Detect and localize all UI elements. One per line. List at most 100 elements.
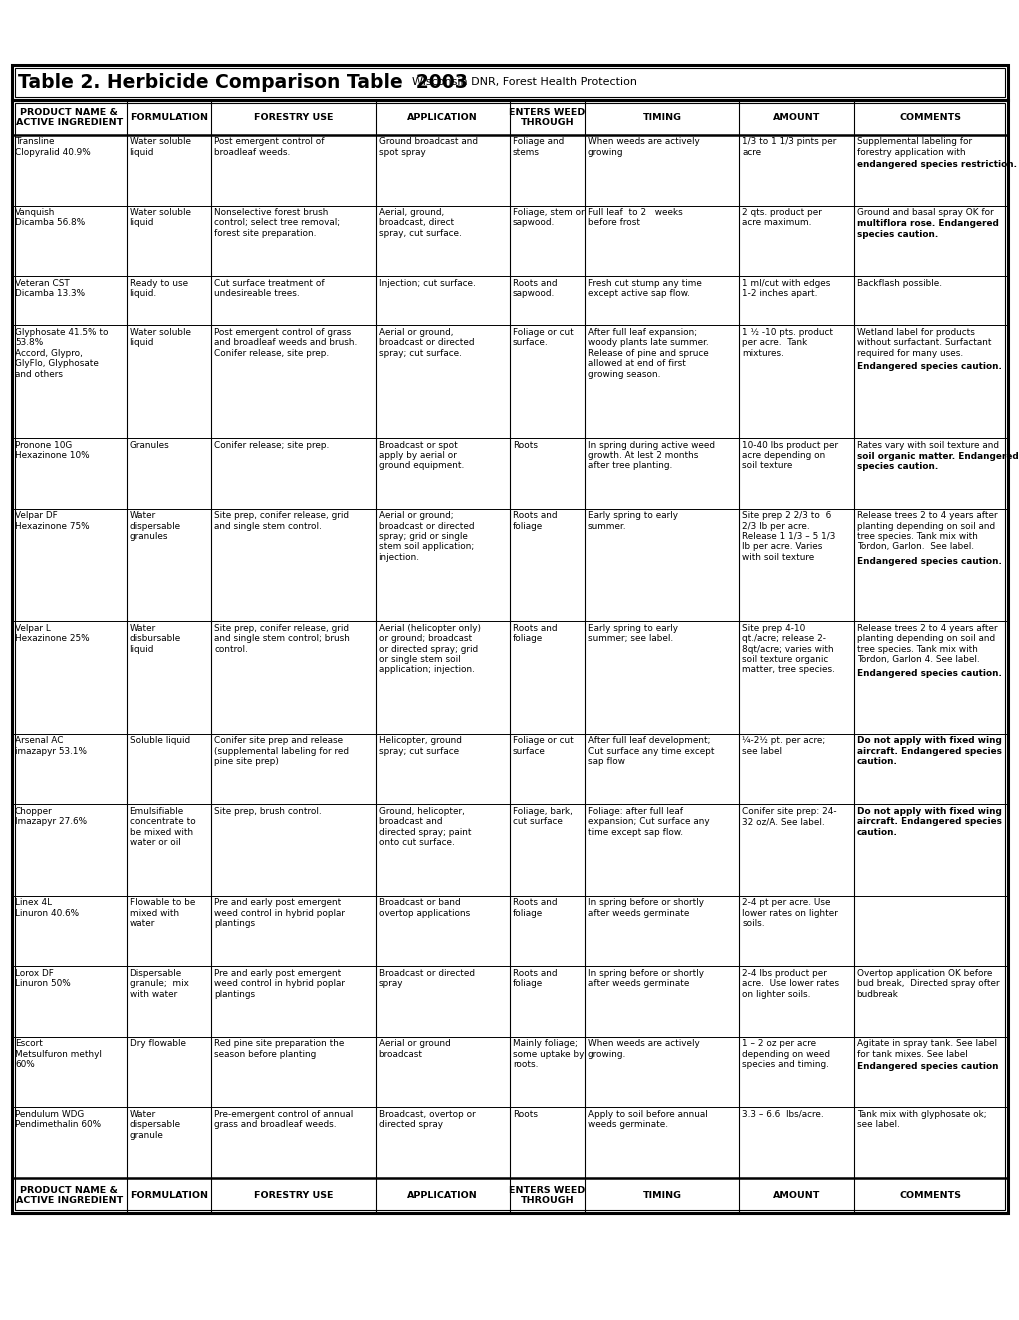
Text: 2 qts. product per
acre maximum.: 2 qts. product per acre maximum.: [742, 209, 821, 227]
Text: Transline
Clopyralid 40.9%: Transline Clopyralid 40.9%: [15, 137, 91, 157]
Text: soil organic matter. Endangered
species caution.: soil organic matter. Endangered species …: [856, 451, 1017, 471]
Text: Early spring to early
summer.: Early spring to early summer.: [587, 511, 677, 531]
Text: APPLICATION: APPLICATION: [407, 1191, 478, 1200]
Text: Roots and
sapwood.: Roots and sapwood.: [513, 279, 557, 298]
Text: Roots and
foliage: Roots and foliage: [513, 624, 557, 643]
Text: Apply to soil before annual
weeds germinate.: Apply to soil before annual weeds germin…: [587, 1110, 707, 1130]
Text: Arsenal AC
imazapyr 53.1%: Arsenal AC imazapyr 53.1%: [15, 737, 87, 756]
Text: Release trees 2 to 4 years after
planting depending on soil and
tree species. Ta: Release trees 2 to 4 years after plantin…: [856, 511, 997, 552]
Text: Site prep 4-10
qt./acre; release 2-
8qt/acre; varies with
soil texture organic
m: Site prep 4-10 qt./acre; release 2- 8qt/…: [742, 624, 835, 675]
Text: Foliage, stem or
sapwood.: Foliage, stem or sapwood.: [513, 209, 584, 227]
Text: Roots and
foliage: Roots and foliage: [513, 899, 557, 917]
Text: Early spring to early
summer; see label.: Early spring to early summer; see label.: [587, 624, 677, 643]
Text: Fresh cut stump any time
except active sap flow.: Fresh cut stump any time except active s…: [587, 279, 701, 298]
Bar: [15, 103, 1004, 1210]
Text: FORMULATION: FORMULATION: [129, 1191, 208, 1200]
Text: Post emergent control of grass
and broadleaf weeds and brush.
Conifer release, s: Post emergent control of grass and broad…: [214, 327, 357, 358]
Text: Conifer site prep and release
(supplemental labeling for red
pine site prep): Conifer site prep and release (supplemen…: [214, 737, 348, 766]
Text: AMOUNT: AMOUNT: [772, 114, 819, 121]
Text: Endangered species caution.: Endangered species caution.: [856, 669, 1001, 678]
Text: FORMULATION: FORMULATION: [129, 114, 208, 121]
Text: 3.3 – 6.6  lbs/acre.: 3.3 – 6.6 lbs/acre.: [742, 1110, 823, 1119]
Text: Site prep, brush control.: Site prep, brush control.: [214, 807, 322, 816]
Text: Pre and early post emergent
weed control in hybrid poplar
plantings: Pre and early post emergent weed control…: [214, 899, 344, 928]
Text: Red pine site preparation the
season before planting: Red pine site preparation the season bef…: [214, 1039, 344, 1059]
Text: Escort
Metsulfuron methyl
60%: Escort Metsulfuron methyl 60%: [15, 1039, 102, 1069]
Text: Velpar L
Hexazinone 25%: Velpar L Hexazinone 25%: [15, 624, 90, 643]
Text: Aerial (helicopter only)
or ground; broadcast
or directed spray; grid
or single : Aerial (helicopter only) or ground; broa…: [378, 624, 480, 675]
Text: Velpar DF
Hexazinone 75%: Velpar DF Hexazinone 75%: [15, 511, 90, 531]
Text: ¼-2½ pt. per acre;
see label: ¼-2½ pt. per acre; see label: [742, 737, 824, 756]
Text: Cut surface treatment of
undesireable trees.: Cut surface treatment of undesireable tr…: [214, 279, 324, 298]
Text: Veteran CST
Dicamba 13.3%: Veteran CST Dicamba 13.3%: [15, 279, 85, 298]
Text: 1 – 2 oz per acre
depending on weed
species and timing.: 1 – 2 oz per acre depending on weed spec…: [742, 1039, 829, 1069]
Text: Aerial or ground;
broadcast or directed
spray; grid or single
stem soil applicat: Aerial or ground; broadcast or directed …: [378, 511, 474, 562]
Text: COMMENTS: COMMENTS: [899, 1191, 961, 1200]
Text: Endangered species caution.: Endangered species caution.: [856, 557, 1001, 566]
Text: Foliage or cut
surface: Foliage or cut surface: [513, 737, 573, 756]
Text: Flowable to be
mixed with
water: Flowable to be mixed with water: [129, 899, 195, 928]
Text: Foliage, bark,
cut surface: Foliage, bark, cut surface: [513, 807, 573, 826]
Text: 10-40 lbs product per
acre depending on
soil texture: 10-40 lbs product per acre depending on …: [742, 441, 838, 470]
Text: 1 ½ -10 pts. product
per acre.  Tank
mixtures.: 1 ½ -10 pts. product per acre. Tank mixt…: [742, 327, 833, 358]
Text: COMMENTS: COMMENTS: [899, 114, 961, 121]
Text: 1 ml/cut with edges
1-2 inches apart.: 1 ml/cut with edges 1-2 inches apart.: [742, 279, 829, 298]
Text: Release trees 2 to 4 years after
planting depending on soil and
tree species. Ta: Release trees 2 to 4 years after plantin…: [856, 624, 997, 664]
Text: Water soluble
liquid: Water soluble liquid: [129, 209, 191, 227]
Text: Vanquish
Dicamba 56.8%: Vanquish Dicamba 56.8%: [15, 209, 86, 227]
Text: In spring before or shortly
after weeds germinate: In spring before or shortly after weeds …: [587, 899, 703, 917]
Text: 2-4 lbs product per
acre.  Use lower rates
on lighter soils.: 2-4 lbs product per acre. Use lower rate…: [742, 969, 839, 999]
Text: multiflora rose. Endangered
species caution.: multiflora rose. Endangered species caut…: [856, 219, 998, 239]
Text: Endangered species caution: Endangered species caution: [856, 1063, 998, 1072]
Text: Aerial or ground
broadcast: Aerial or ground broadcast: [378, 1039, 449, 1059]
Text: Foliage: after full leaf
expansion; Cut surface any
time except sap flow.: Foliage: after full leaf expansion; Cut …: [587, 807, 708, 837]
Text: Ground, helicopter,
broadcast and
directed spray; paint
onto cut surface.: Ground, helicopter, broadcast and direct…: [378, 807, 471, 847]
Text: Site prep, conifer release, grid
and single stem control; brush
control.: Site prep, conifer release, grid and sin…: [214, 624, 350, 653]
Text: Agitate in spray tank. See label
for tank mixes. See label: Agitate in spray tank. See label for tan…: [856, 1039, 996, 1059]
Text: Foliage and
stems: Foliage and stems: [513, 137, 564, 157]
Text: Broadcast or band
overtop applications: Broadcast or band overtop applications: [378, 899, 470, 917]
Text: Aerial or ground,
broadcast or directed
spray; cut surface.: Aerial or ground, broadcast or directed …: [378, 327, 474, 358]
Text: FORESTRY USE: FORESTRY USE: [254, 1191, 333, 1200]
Text: Ground broadcast and
spot spray: Ground broadcast and spot spray: [378, 137, 477, 157]
Text: After full leaf expansion;
woody plants late summer.
Release of pine and spruce
: After full leaf expansion; woody plants …: [587, 327, 708, 379]
Text: Dispersable
granule;  mix
with water: Dispersable granule; mix with water: [129, 969, 189, 999]
Text: Water
dispersable
granules: Water dispersable granules: [129, 511, 180, 541]
Text: Tank mix with glyphosate ok;
see label.: Tank mix with glyphosate ok; see label.: [856, 1110, 985, 1130]
Text: Linex 4L
Linuron 40.6%: Linex 4L Linuron 40.6%: [15, 899, 79, 917]
Text: TIMING: TIMING: [642, 114, 681, 121]
Text: Dry flowable: Dry flowable: [129, 1039, 185, 1048]
Bar: [15, 69, 1004, 96]
Text: ENTERS WEED
THROUGH: ENTERS WEED THROUGH: [508, 108, 585, 127]
Text: AMOUNT: AMOUNT: [772, 1191, 819, 1200]
Text: Backflash possible.: Backflash possible.: [856, 279, 941, 288]
Text: Pre-emergent control of annual
grass and broadleaf weeds.: Pre-emergent control of annual grass and…: [214, 1110, 354, 1130]
Text: Mainly foliage;
some uptake by
roots.: Mainly foliage; some uptake by roots.: [513, 1039, 584, 1069]
Text: Supplemental labeling for
forestry application with: Supplemental labeling for forestry appli…: [856, 137, 971, 157]
Text: Overtop application OK before
bud break,  Directed spray ofter
budbreak: Overtop application OK before bud break,…: [856, 969, 999, 999]
Text: Glyphosate 41.5% to
53.8%
Accord, Glypro,
GlyFlo, Glyphosate
and others: Glyphosate 41.5% to 53.8% Accord, Glypro…: [15, 327, 108, 379]
Text: Site prep 2 2/3 to  6
2/3 lb per acre.
Release 1 1/3 – 5 1/3
lb per acre. Varies: Site prep 2 2/3 to 6 2/3 lb per acre. Re…: [742, 511, 835, 562]
Text: Broadcast, overtop or
directed spray: Broadcast, overtop or directed spray: [378, 1110, 475, 1130]
Text: Granules: Granules: [129, 441, 169, 450]
Text: In spring before or shortly
after weeds germinate: In spring before or shortly after weeds …: [587, 969, 703, 989]
Text: Water soluble
liquid: Water soluble liquid: [129, 327, 191, 347]
Text: Aerial, ground,
broadcast, direct
spray, cut surface.: Aerial, ground, broadcast, direct spray,…: [378, 209, 461, 238]
Text: Pre and early post emergent
weed control in hybrid poplar
plantings: Pre and early post emergent weed control…: [214, 969, 344, 999]
Text: After full leaf development;
Cut surface any time except
sap flow: After full leaf development; Cut surface…: [587, 737, 713, 766]
Text: PRODUCT NAME &
ACTIVE INGREDIENT: PRODUCT NAME & ACTIVE INGREDIENT: [15, 108, 122, 127]
Text: Endangered species caution.: Endangered species caution.: [856, 362, 1001, 371]
Text: Conifer release; site prep.: Conifer release; site prep.: [214, 441, 329, 450]
Text: Post emergent control of
broadleaf weeds.: Post emergent control of broadleaf weeds…: [214, 137, 324, 157]
Text: Roots: Roots: [513, 441, 537, 450]
Text: Broadcast or spot
apply by aerial or
ground equipment.: Broadcast or spot apply by aerial or gro…: [378, 441, 464, 470]
Text: Lorox DF
Linuron 50%: Lorox DF Linuron 50%: [15, 969, 70, 989]
Text: Chopper
Imazapyr 27.6%: Chopper Imazapyr 27.6%: [15, 807, 87, 826]
Text: Roots: Roots: [513, 1110, 537, 1119]
Text: TIMING: TIMING: [642, 1191, 681, 1200]
Text: Table 2. Herbicide Comparison Table  2003: Table 2. Herbicide Comparison Table 2003: [18, 73, 468, 92]
Text: Emulsifiable
concentrate to
be mixed with
water or oil: Emulsifiable concentrate to be mixed wit…: [129, 807, 195, 847]
Text: Ready to use
liquid.: Ready to use liquid.: [129, 279, 187, 298]
Text: APPLICATION: APPLICATION: [407, 114, 478, 121]
Text: endangered species restriction.: endangered species restriction.: [856, 160, 1016, 169]
